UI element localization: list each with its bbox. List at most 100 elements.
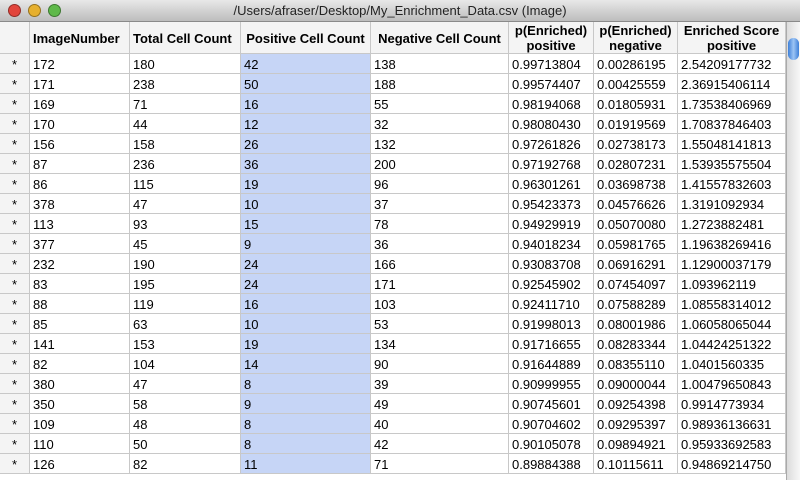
column-header[interactable]: ImageNumber <box>30 22 130 54</box>
table-cell: 86 <box>30 174 130 194</box>
table-cell: 0.9914773934 <box>678 394 786 414</box>
table-cell: 37 <box>371 194 509 214</box>
data-table: ImageNumber Total Cell Count Positive Cell… <box>0 22 786 480</box>
table-cell: 0.07588289 <box>594 294 678 314</box>
table-cell: 36 <box>241 154 371 174</box>
table-cell: 0.01919569 <box>594 114 678 134</box>
table-cell: 1.08558314012 <box>678 294 786 314</box>
table-cell: 0.91998013 <box>509 314 594 334</box>
table-cell: 0.98194068 <box>509 94 594 114</box>
table-cell: 0.05981765 <box>594 234 678 254</box>
row-marker: * <box>0 214 30 234</box>
table-cell: 0.90704602 <box>509 414 594 434</box>
table-cell: 63 <box>130 314 241 334</box>
table-cell: 195 <box>130 274 241 294</box>
row-marker: * <box>0 54 30 74</box>
table-cell: 180 <box>130 54 241 74</box>
table-cell: 40 <box>371 414 509 434</box>
table-cell: 87 <box>30 154 130 174</box>
table-cell: 50 <box>130 434 241 454</box>
table-cell: 170 <box>30 114 130 134</box>
table-cell: 0.02807231 <box>594 154 678 174</box>
row-marker: * <box>0 454 30 474</box>
table-cell: 0.92411710 <box>509 294 594 314</box>
close-button[interactable] <box>8 4 21 17</box>
table-cell: 115 <box>130 174 241 194</box>
table-cell: 0.99713804 <box>509 54 594 74</box>
table-cell: 138 <box>371 54 509 74</box>
column-header[interactable]: p(Enriched) positive <box>509 22 594 54</box>
table-cell: 0.97192768 <box>509 154 594 174</box>
table-cell: 200 <box>371 154 509 174</box>
row-marker: * <box>0 314 30 334</box>
minimize-button[interactable] <box>28 4 41 17</box>
column-header[interactable]: p(Enriched) negative <box>594 22 678 54</box>
table-cell: 0.92545902 <box>509 274 594 294</box>
scroll-thumb[interactable] <box>788 38 799 60</box>
table-cell: 169 <box>30 94 130 114</box>
row-marker: * <box>0 174 30 194</box>
table-cell: 2.54209177732 <box>678 54 786 74</box>
table-cell: 0.97261826 <box>509 134 594 154</box>
column-header[interactable]: Total Cell Count <box>130 22 241 54</box>
table-cell: 19 <box>241 174 371 194</box>
table-cell: 45 <box>130 234 241 254</box>
table-cell: 32 <box>371 114 509 134</box>
zoom-button[interactable] <box>48 4 61 17</box>
table-cell: 78 <box>371 214 509 234</box>
table-cell: 0.04576626 <box>594 194 678 214</box>
table-cell: 1.12900037179 <box>678 254 786 274</box>
table-cell: 1.73538406969 <box>678 94 786 114</box>
table-cell: 172 <box>30 54 130 74</box>
table-cell: 0.00286195 <box>594 54 678 74</box>
table-cell: 49 <box>371 394 509 414</box>
table-cell: 166 <box>371 254 509 274</box>
table-cell: 0.08283344 <box>594 334 678 354</box>
column-header[interactable]: Positive Cell Count <box>241 22 371 54</box>
table-cell: 0.94929919 <box>509 214 594 234</box>
table-cell: 0.91716655 <box>509 334 594 354</box>
table-cell: 0.08001986 <box>594 314 678 334</box>
table-cell: 1.04424251322 <box>678 334 786 354</box>
table-cell: 1.2723882481 <box>678 214 786 234</box>
row-marker: * <box>0 334 30 354</box>
row-marker: * <box>0 234 30 254</box>
table-cell: 14 <box>241 354 371 374</box>
column-header[interactable]: Negative Cell Count <box>371 22 509 54</box>
table-cell: 103 <box>371 294 509 314</box>
table-cell: 24 <box>241 274 371 294</box>
table-cell: 93 <box>130 214 241 234</box>
table-cell: 0.09295397 <box>594 414 678 434</box>
table-cell: 110 <box>30 434 130 454</box>
table-cell: 24 <box>241 254 371 274</box>
row-marker: * <box>0 134 30 154</box>
table-cell: 171 <box>371 274 509 294</box>
table-cell: 8 <box>241 374 371 394</box>
table-cell: 0.90105078 <box>509 434 594 454</box>
table-cell: 10 <box>241 314 371 334</box>
table-cell: 0.03698738 <box>594 174 678 194</box>
table-cell: 0.05070080 <box>594 214 678 234</box>
table-cell: 134 <box>371 334 509 354</box>
table-cell: 380 <box>30 374 130 394</box>
table-cell: 0.10115611 <box>594 454 678 474</box>
table-cell: 378 <box>30 194 130 214</box>
corner-header <box>0 22 30 54</box>
table-cell: 0.06916291 <box>594 254 678 274</box>
table-cell: 126 <box>30 454 130 474</box>
table-cell: 85 <box>30 314 130 334</box>
table-cell: 83 <box>30 274 130 294</box>
table-cell: 2.36915406114 <box>678 74 786 94</box>
table-cell: 39 <box>371 374 509 394</box>
scrollbar[interactable] <box>786 22 800 480</box>
table-cell: 350 <box>30 394 130 414</box>
table-cell: 0.99574407 <box>509 74 594 94</box>
row-marker: * <box>0 194 30 214</box>
table-cell: 0.94869214750 <box>678 454 786 474</box>
table-cell: 0.96301261 <box>509 174 594 194</box>
column-header[interactable]: Enriched Score positive <box>678 22 786 54</box>
table-cell: 156 <box>30 134 130 154</box>
table-cell: 82 <box>130 454 241 474</box>
table-cell: 0.95933692583 <box>678 434 786 454</box>
